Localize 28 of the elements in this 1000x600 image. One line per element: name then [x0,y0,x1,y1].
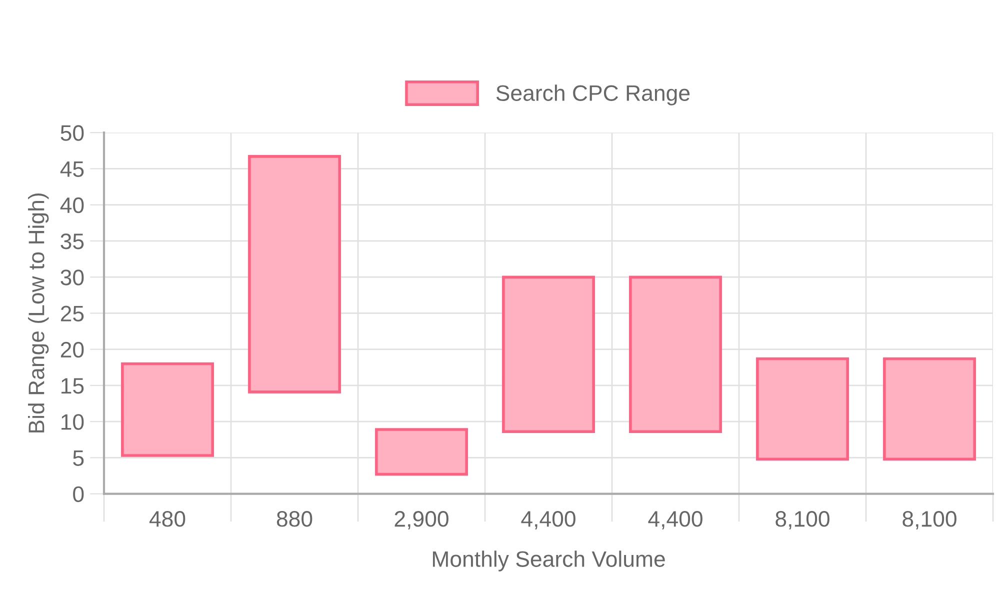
bar [883,357,976,461]
y-tick-label: 25 [60,306,84,322]
bar [629,276,722,434]
y-tick-label: 40 [60,197,84,214]
x-tick-label: 880 [276,511,312,527]
y-tick-label: 15 [62,378,84,394]
y-tick-label: 0 [73,486,84,502]
x-tick-label: 2,900 [394,511,448,530]
x-tick-label: 4,400 [521,511,576,530]
y-tick-label: 10 [62,414,84,430]
bar [248,155,341,394]
x-tick-label: 8,100 [902,511,956,530]
y-tick-label: 45 [60,161,84,177]
x-tick-label: 4,400 [648,511,702,530]
bar [502,276,595,434]
y-tick-label: 5 [73,450,84,466]
bar [121,362,214,457]
y-axis-title: Bid Range (Low to High) [28,194,49,432]
x-tick-label: 480 [149,511,186,527]
x-tick-label: 8,100 [776,511,830,530]
bar [375,428,468,476]
x-axis-title: Monthly Search Volume [432,550,665,572]
bar [756,357,849,461]
y-tick-label: 35 [60,233,84,250]
y-tick-label: 50 [60,125,84,141]
legend-label: Search CPC Range [496,84,690,106]
y-tick-label: 30 [60,270,84,286]
y-tick-label: 20 [60,342,84,358]
